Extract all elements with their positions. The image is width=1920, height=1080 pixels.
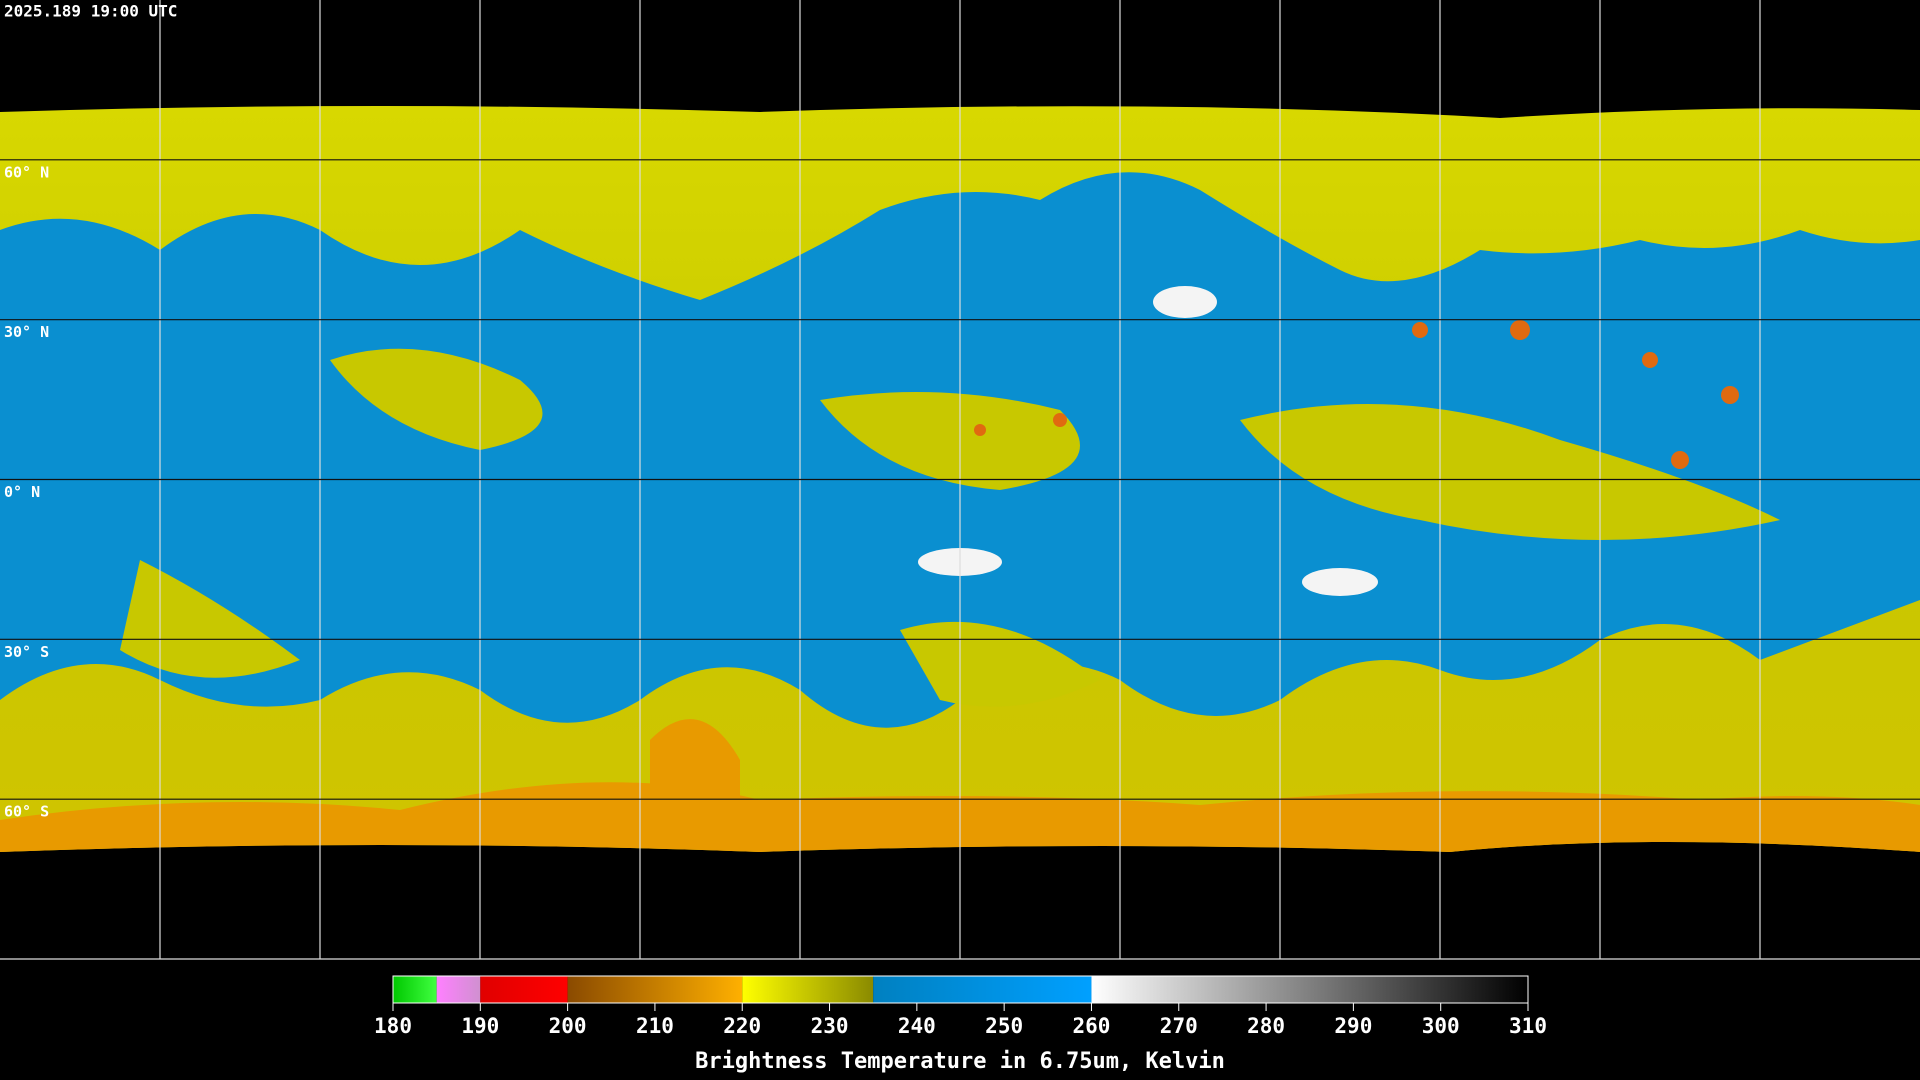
dry-swirl	[900, 621, 1100, 707]
latitude-label: 30° N	[4, 323, 49, 341]
colorbar-tick-label: 220	[723, 1014, 761, 1038]
colorbar-tick-label: 210	[636, 1014, 674, 1038]
colorbar-tick-label: 230	[811, 1014, 849, 1038]
colorbar-frame	[392, 975, 1529, 1004]
latitude-label: 60° S	[4, 803, 49, 821]
colorbar-tick-label: 280	[1247, 1014, 1285, 1038]
latitude-label: 0° N	[4, 483, 40, 501]
dry-swirl	[820, 392, 1080, 490]
colorbar-segment	[873, 976, 1092, 1003]
colorbar-tick-label: 190	[461, 1014, 499, 1038]
colorbar-tick-label: 200	[549, 1014, 587, 1038]
colorbar-tick-label: 180	[374, 1014, 412, 1038]
colorbar: 180 190 200 210 220 230 240 250 260 270 280 290 300 3…	[374, 975, 1547, 1038]
graticule: 60° N 30° N 0° N 30° S 60° S	[0, 0, 1920, 960]
colorbar-tick-label: 290	[1334, 1014, 1372, 1038]
colorbar-tick-label: 260	[1072, 1014, 1110, 1038]
colorbar-segment	[567, 976, 743, 1003]
timestamp: 2025.189 19:00 UTC	[4, 2, 177, 21]
colorbar-tick-label: 250	[985, 1014, 1023, 1038]
colorbar-tick-label: 310	[1509, 1014, 1547, 1038]
colorbar-segment	[742, 976, 874, 1003]
colorbar-tick-label: 240	[898, 1014, 936, 1038]
dry-swirl	[330, 348, 543, 450]
colorbar-tick-label: 300	[1422, 1014, 1460, 1038]
colorbar-segment	[393, 976, 437, 1003]
latitude-label: 30° S	[4, 643, 49, 661]
colorbar-title: Brightness Temperature in 6.75um, Kelvin	[695, 1049, 1225, 1074]
colorbar-segment	[436, 976, 481, 1003]
colorbar-tick-label: 270	[1160, 1014, 1198, 1038]
convection	[974, 320, 1739, 469]
dry-swirl	[1240, 404, 1780, 540]
cold-band	[650, 719, 740, 820]
colorbar-segment	[1091, 976, 1528, 1003]
latitude-label: 60° N	[4, 163, 49, 181]
colorbar-segment	[480, 976, 568, 1003]
dry-swirl	[120, 560, 300, 678]
